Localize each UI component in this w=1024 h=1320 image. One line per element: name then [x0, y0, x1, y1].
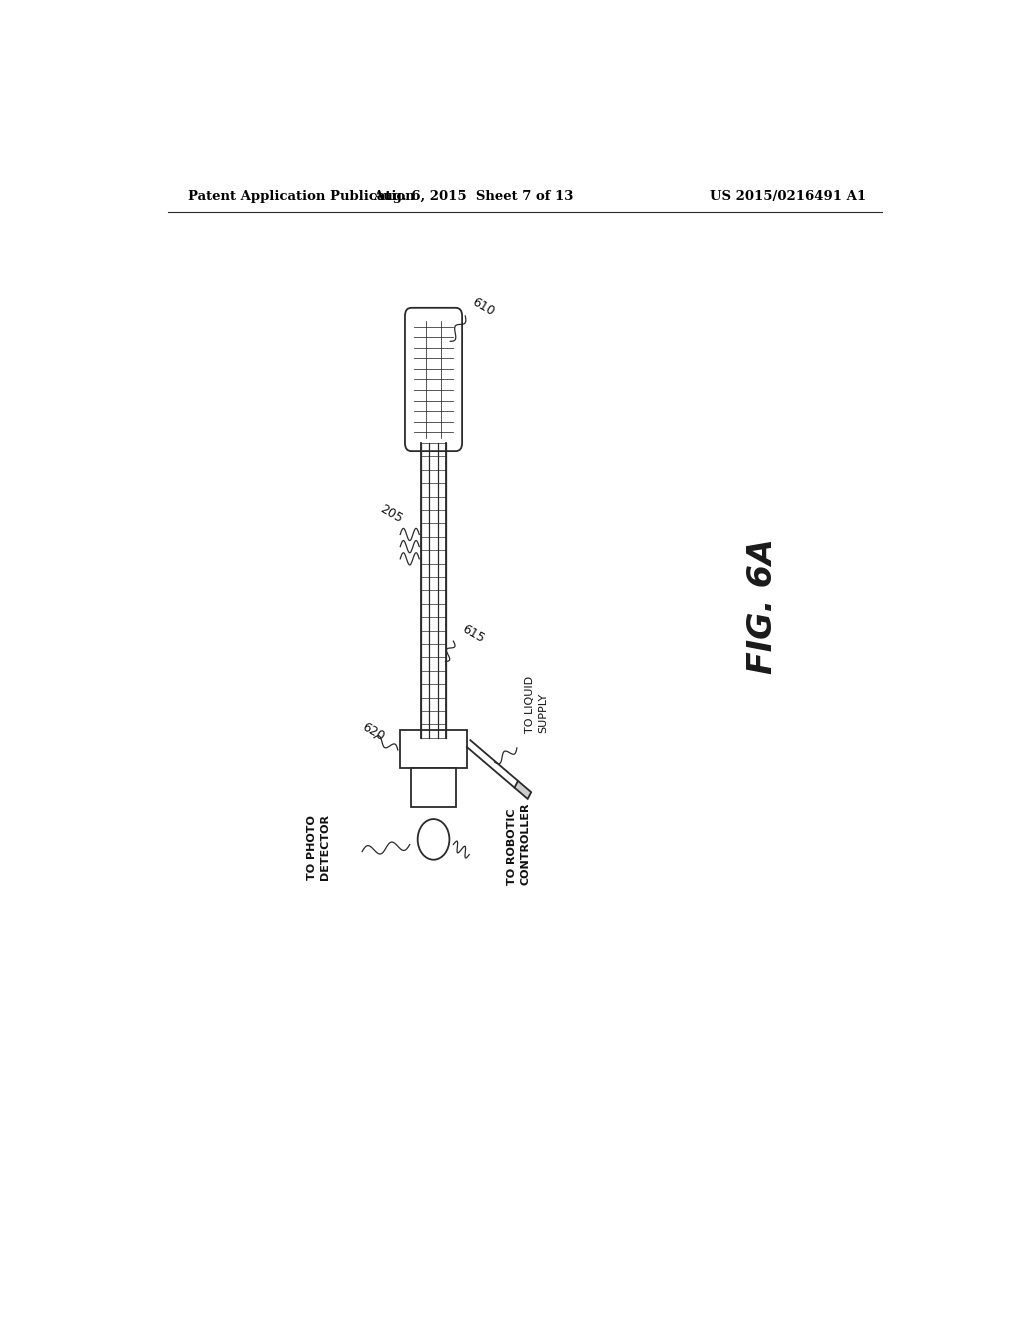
- Text: 620: 620: [359, 721, 387, 743]
- Text: 610: 610: [469, 296, 497, 318]
- Bar: [412, 768, 456, 807]
- Text: CONTROLLER: CONTROLLER: [520, 803, 530, 886]
- FancyBboxPatch shape: [404, 308, 462, 451]
- Text: TO ROBOTIC: TO ROBOTIC: [507, 809, 516, 886]
- Text: US 2015/0216491 A1: US 2015/0216491 A1: [710, 190, 866, 202]
- Circle shape: [418, 818, 450, 859]
- Text: DETECTOR: DETECTOR: [321, 814, 330, 880]
- Text: TO PHOTO: TO PHOTO: [306, 816, 316, 880]
- Text: 205: 205: [378, 503, 406, 525]
- Text: TO LIQUID: TO LIQUID: [524, 676, 535, 733]
- Text: FIG. 6A: FIG. 6A: [746, 537, 779, 673]
- Bar: [400, 730, 467, 768]
- Text: Patent Application Publication: Patent Application Publication: [187, 190, 415, 202]
- Polygon shape: [514, 781, 531, 799]
- Text: Aug. 6, 2015  Sheet 7 of 13: Aug. 6, 2015 Sheet 7 of 13: [373, 190, 573, 202]
- Text: SUPPLY: SUPPLY: [539, 693, 548, 733]
- Text: 615: 615: [460, 623, 486, 645]
